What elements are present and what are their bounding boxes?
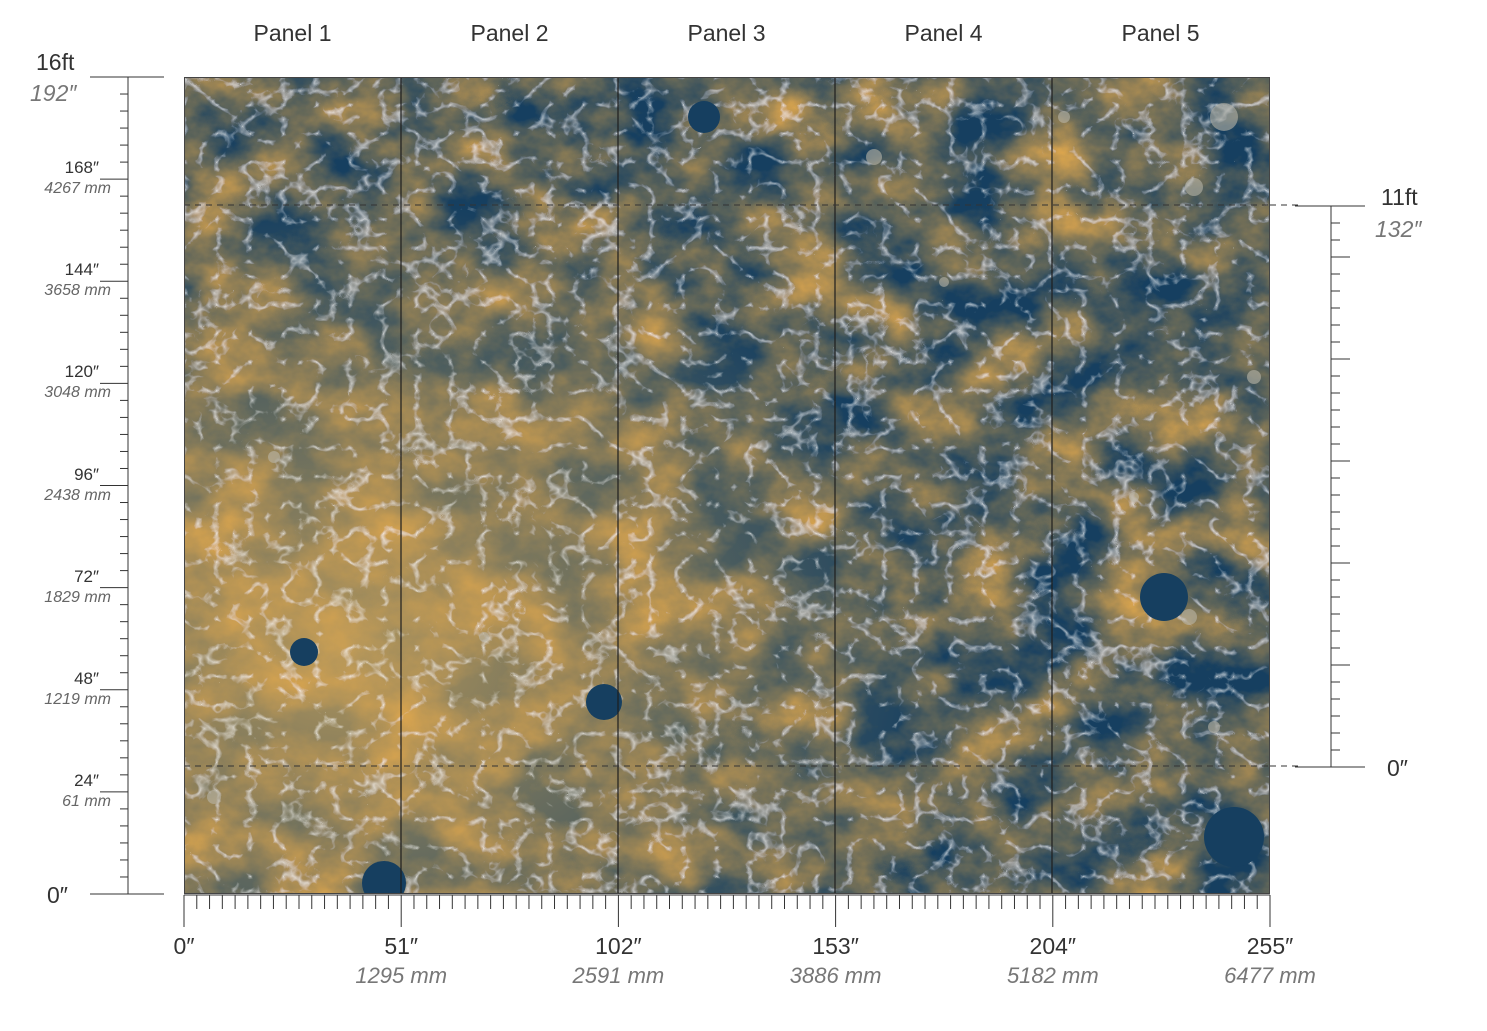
left-ruler-mm-label: 1219 mm — [44, 690, 111, 708]
left-ruler-inch-label: 72″ — [74, 566, 99, 586]
left-ruler-top-inches: 192″ — [30, 80, 77, 106]
right-ruler-top-inches: 132″ — [1375, 216, 1422, 242]
panel-4-label: Panel 4 — [904, 20, 983, 46]
left-ruler-inch-label: 48″ — [74, 668, 99, 688]
panel-2-label: Panel 2 — [470, 20, 549, 46]
left-ruler-inch-label: 168″ — [64, 158, 99, 178]
bottom-ruler-inch-label: 255″ — [1246, 933, 1294, 959]
panel-seams — [400, 77, 1053, 894]
wall-height-guides — [184, 204, 1270, 767]
left-ruler-top-feet: 16ft — [36, 49, 75, 75]
bottom-ruler-inch-label: 153″ — [812, 933, 859, 959]
right-height-ruler — [1295, 205, 1365, 768]
bottom-width-ruler — [183, 894, 1271, 927]
panel-3-label: Panel 3 — [687, 20, 766, 46]
left-ruler-mm-label: 61 mm — [62, 792, 111, 810]
bottom-ruler-mm-label: 2591 mm — [572, 963, 665, 988]
left-ruler-inch-label: 144″ — [64, 260, 99, 280]
bottom-ruler-inch-label: 102″ — [595, 933, 642, 959]
bottom-ruler-inch-label: 204″ — [1029, 933, 1077, 959]
left-ruler-mm-label: 2438 mm — [44, 486, 111, 504]
right-ruler-zero: 0″ — [1387, 755, 1408, 781]
left-ruler-mm-label: 3048 mm — [44, 384, 111, 402]
bottom-ruler-mm-label: 3886 mm — [789, 963, 882, 988]
left-ruler-mm-label: 4267 mm — [44, 180, 111, 198]
bottom-ruler-inch-label: 51″ — [384, 933, 419, 959]
left-ruler-inch-label: 120″ — [64, 362, 99, 382]
left-ruler-inch-label: 24″ — [74, 770, 99, 790]
panel-1-label: Panel 1 — [253, 20, 332, 46]
panel-5-label: Panel 5 — [1121, 20, 1200, 46]
bottom-ruler-inch-label: 0″ — [173, 933, 195, 959]
left-ruler-mm-label: 3658 mm — [44, 282, 111, 300]
bottom-ruler-mm-label: 1295 mm — [355, 963, 448, 988]
bottom-ruler-mm-label: 6477 mm — [1224, 963, 1316, 988]
left-ruler-mm-label: 1829 mm — [44, 588, 111, 606]
marble-wallpaper-artwork — [184, 77, 1270, 894]
bottom-ruler-mm-label: 5182 mm — [1006, 963, 1099, 988]
guide-extensions — [1270, 204, 1300, 767]
left-ruler-inch-label: 96″ — [74, 464, 99, 484]
left-ruler-zero: 0″ — [47, 882, 68, 908]
right-ruler-top-feet: 11ft — [1381, 184, 1418, 210]
left-height-ruler — [90, 76, 164, 895]
